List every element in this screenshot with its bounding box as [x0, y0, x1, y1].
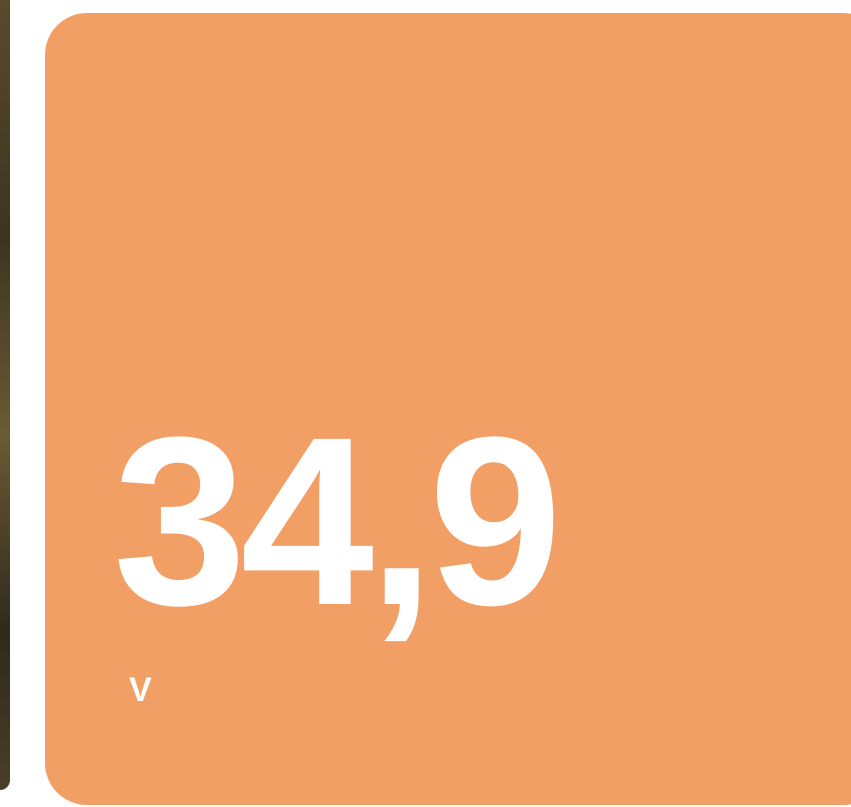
- stat-card: 34,9 V: [45, 13, 851, 805]
- stat-unit: V: [129, 673, 152, 707]
- page: Stat card {"card": {"value": "34,9", "un…: [0, 0, 851, 807]
- page-body: 34,9 V (() => { const data = JSON.parse(…: [0, 0, 851, 807]
- photo-strip: [0, 0, 10, 790]
- stat-value: 34,9: [113, 401, 556, 641]
